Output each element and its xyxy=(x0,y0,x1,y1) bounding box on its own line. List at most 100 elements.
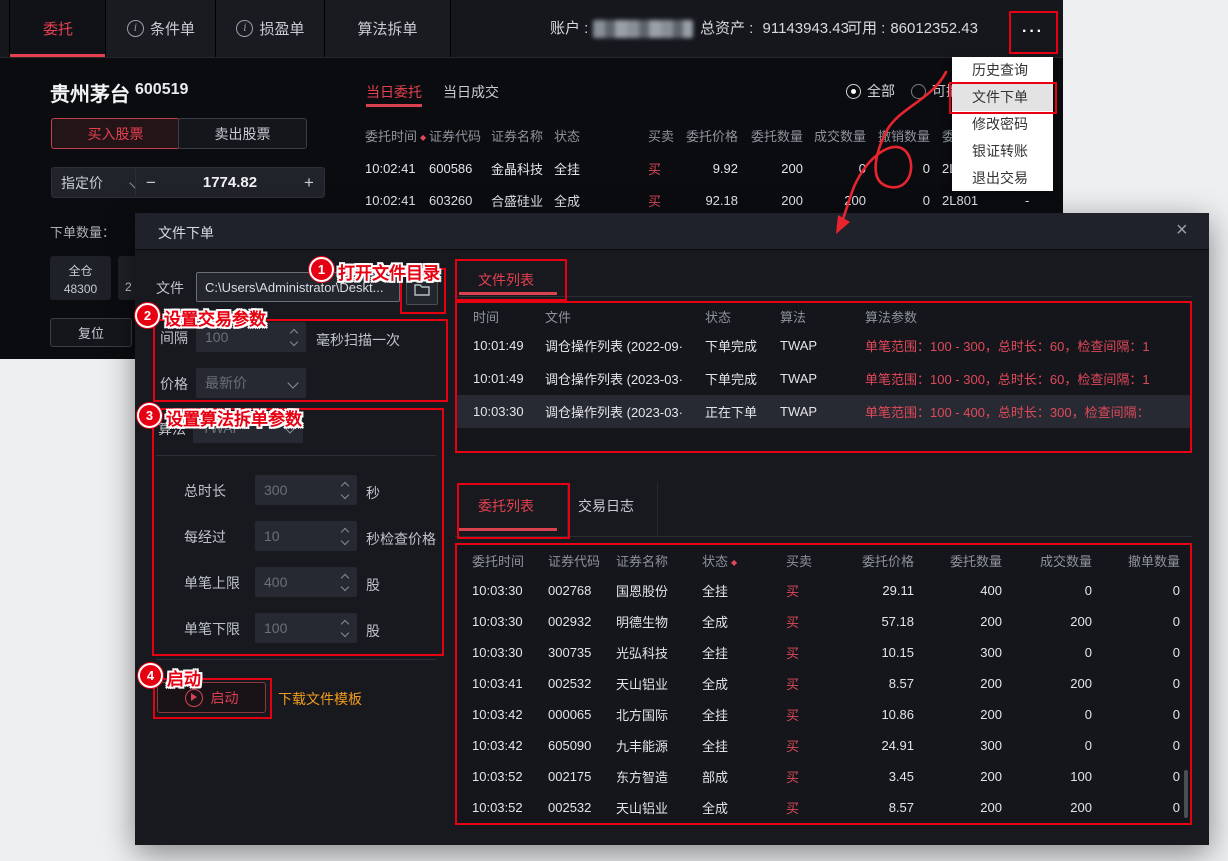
file-path-value: C:\Users\Administrator\Deskt... xyxy=(205,279,384,295)
max-per-order-label: 单笔上限 xyxy=(184,575,240,591)
info-icon: i xyxy=(126,20,144,37)
price-mode-select[interactable]: 最新价 xyxy=(196,368,306,398)
order-list-row[interactable]: 10:03:42 000065 北方国际 全挂买 10.86 200 0 0 xyxy=(472,707,1180,723)
duration-suffix: 秒 xyxy=(366,485,380,501)
day-table-row[interactable]: 10:02:41 603260 合盛硅业 全成买 92.18 200 200 0 2L80… xyxy=(365,192,1030,209)
minus-button[interactable]: − xyxy=(146,172,156,192)
reset-button[interactable]: 复位 xyxy=(50,318,132,347)
start-button-label: 启动 xyxy=(210,689,239,706)
file-list-row[interactable]: 10:01:49 调仓操作列表 (2023-03· 下单完成 TWAP 单笔范围：1… xyxy=(473,371,1150,387)
algo-select[interactable]: TWAP xyxy=(193,413,303,443)
day-table-header: 委托时间 ◆ 证券代码 证券名称 状态 买卖 委托价格 委托数量 成交数量 撤销数… xyxy=(365,128,956,144)
tab-algo-split[interactable]: 算法拆单 xyxy=(324,0,451,57)
step-2-badge: 2 xyxy=(135,303,160,328)
step-3-badge: 3 xyxy=(137,403,162,428)
check-input[interactable]: 10 xyxy=(255,521,357,551)
buy-stock-button[interactable]: 买入股票 xyxy=(51,118,180,149)
tab-day-trades[interactable]: 当日成交 xyxy=(443,84,499,100)
full-position-button[interactable]: 全仓 48300 xyxy=(50,256,111,300)
menu-item-change-password[interactable]: 修改密码 xyxy=(972,115,1028,132)
tab-day-orders[interactable]: 当日委托 xyxy=(366,84,422,100)
menu-item-history-query[interactable]: 历史查询 xyxy=(972,62,1028,79)
play-icon xyxy=(184,688,203,707)
info-icon: i xyxy=(236,20,254,37)
scrollbar-thumb[interactable] xyxy=(1184,770,1188,818)
algo-value: TWAP xyxy=(202,420,242,436)
file-list-row[interactable]: 10:01:49 调仓操作列表 (2022-09· 下单完成 TWAP 单笔范围：1… xyxy=(473,338,1150,354)
order-list-row[interactable]: 10:03:30 300735 光弘科技 全挂买 10.15 300 0 0 xyxy=(472,645,1180,661)
tab-entrust-label: 委托 xyxy=(42,21,73,38)
tab-stoploss-order[interactable]: i 损盈单 xyxy=(215,0,325,57)
reset-label: 复位 xyxy=(77,326,104,341)
more-dropdown-menu: 历史查询 文件下单 修改密码 银证转账 退出交易 xyxy=(952,57,1053,191)
radio-cancellable[interactable] xyxy=(911,83,926,99)
plus-button[interactable]: + xyxy=(304,172,314,192)
menu-item-exit[interactable]: 退出交易 xyxy=(972,169,1028,186)
menu-item-bank-transfer[interactable]: 银证转账 xyxy=(972,142,1028,159)
stock-name: 贵州茅台 xyxy=(50,84,130,106)
divider xyxy=(657,483,658,536)
annotation-box-algo-params xyxy=(152,408,444,656)
tab-trade-log[interactable]: 交易日志 xyxy=(578,498,634,514)
dialog-title: 文件下单 xyxy=(158,225,214,241)
order-list-row[interactable]: 10:03:30 002768 国恩股份 全挂买 29.11 400 0 0 xyxy=(472,583,1180,599)
duration-input[interactable]: 300 xyxy=(255,475,357,505)
divider xyxy=(156,659,436,660)
radio-all-selected[interactable] xyxy=(846,83,861,99)
tab-entrust[interactable]: 委托 xyxy=(9,0,106,57)
check-label: 每经过 xyxy=(184,529,226,545)
folder-icon xyxy=(414,284,430,296)
total-assets: 总资产 : 91143943.43 xyxy=(700,20,849,38)
step-1-label: 打开文件目录 xyxy=(338,264,440,283)
check-suffix: 秒检查价格 xyxy=(366,531,436,547)
more-menu-button[interactable]: ··· xyxy=(1013,15,1053,49)
tab-order-list[interactable]: 委托列表 xyxy=(478,498,534,514)
step-4-badge: 4 xyxy=(138,663,163,688)
price-type-value: 指定价 xyxy=(61,174,103,191)
tab-file-list-underline xyxy=(459,292,557,295)
price-type-select[interactable]: 指定价 xyxy=(51,167,149,198)
tab-algo-label: 算法拆单 xyxy=(357,21,418,38)
annotation-box-more-button xyxy=(1009,11,1058,54)
menu-item-file-order[interactable]: 文件下单 xyxy=(952,83,1053,111)
tab-order-list-underline xyxy=(459,528,557,531)
order-list-row[interactable]: 10:03:41 002532 天山铝业 全成买 8.57 200 200 0 xyxy=(472,676,1180,692)
order-list-row[interactable]: 10:03:52 002532 天山铝业 全成买 8.57 200 200 0 xyxy=(472,800,1180,816)
close-icon[interactable]: × xyxy=(1176,219,1188,241)
min-per-order-suffix: 股 xyxy=(366,623,380,639)
download-template-link[interactable]: 下载文件模板 xyxy=(278,691,362,707)
min-per-order-input[interactable]: 100 xyxy=(255,613,357,643)
price-mode-value: 最新价 xyxy=(205,375,247,391)
browse-folder-button[interactable] xyxy=(406,274,438,305)
max-per-order-suffix: 股 xyxy=(366,577,380,593)
buy-stock-label: 买入股票 xyxy=(87,125,144,142)
sell-stock-button[interactable]: 卖出股票 xyxy=(178,118,307,149)
annotation-box-file-list-tab xyxy=(455,259,567,301)
price-mode-label: 价格 xyxy=(160,376,188,392)
file-path-input[interactable]: C:\Users\Administrator\Deskt... xyxy=(196,272,400,302)
half-position-partial-value: 2 xyxy=(125,280,132,294)
file-list-table: 时间 文件 状态 算法 算法参数 10:01:49 调仓操作列表 (2022-09… xyxy=(455,301,1192,453)
start-button[interactable]: 启动 xyxy=(157,682,266,713)
order-list-row[interactable]: 10:03:30 002932 明德生物 全成买 57.18 200 200 0 xyxy=(472,614,1180,630)
price-stepper: − 1774.82 + xyxy=(135,167,325,198)
duration-label: 总时长 xyxy=(184,483,226,499)
order-list-header: 委托时间 证券代码 证券名称 状态 ◆ 买卖 委托价格 委托数量 成交数量 撤单数… xyxy=(472,553,1180,569)
day-table-row[interactable]: 10:02:41 600586 金晶科技 全挂买 9.92 200 0 0 2L xyxy=(365,160,957,177)
tab-condition-order[interactable]: i 条件单 xyxy=(105,0,216,57)
order-list-row[interactable]: 10:03:42 605090 九丰能源 全挂买 24.91 300 0 0 xyxy=(472,738,1180,754)
annotation-box-folder xyxy=(400,268,446,314)
order-list-row[interactable]: 10:03:52 002175 东方智造 部成买 3.45 200 100 0 xyxy=(472,769,1180,785)
file-list-header: 时间 文件 状态 算法 算法参数 xyxy=(473,309,918,325)
max-per-order-value: 400 xyxy=(264,574,288,590)
interval-label: 间隔 xyxy=(160,330,188,346)
tab-file-list[interactable]: 文件列表 xyxy=(478,272,534,288)
check-value: 10 xyxy=(264,528,280,544)
max-per-order-input[interactable]: 400 xyxy=(255,567,357,597)
file-list-row-active[interactable]: 10:03:30 调仓操作列表 (2023-03· 正在下单 TWAP 单笔范围：1… xyxy=(457,395,1190,428)
interval-value: 100 xyxy=(205,329,229,345)
interval-input[interactable]: 100 xyxy=(196,322,306,352)
total-assets-value: 91143943.43 xyxy=(762,20,849,37)
file-label: 文件 xyxy=(156,280,184,296)
min-per-order-label: 单笔下限 xyxy=(184,621,240,637)
